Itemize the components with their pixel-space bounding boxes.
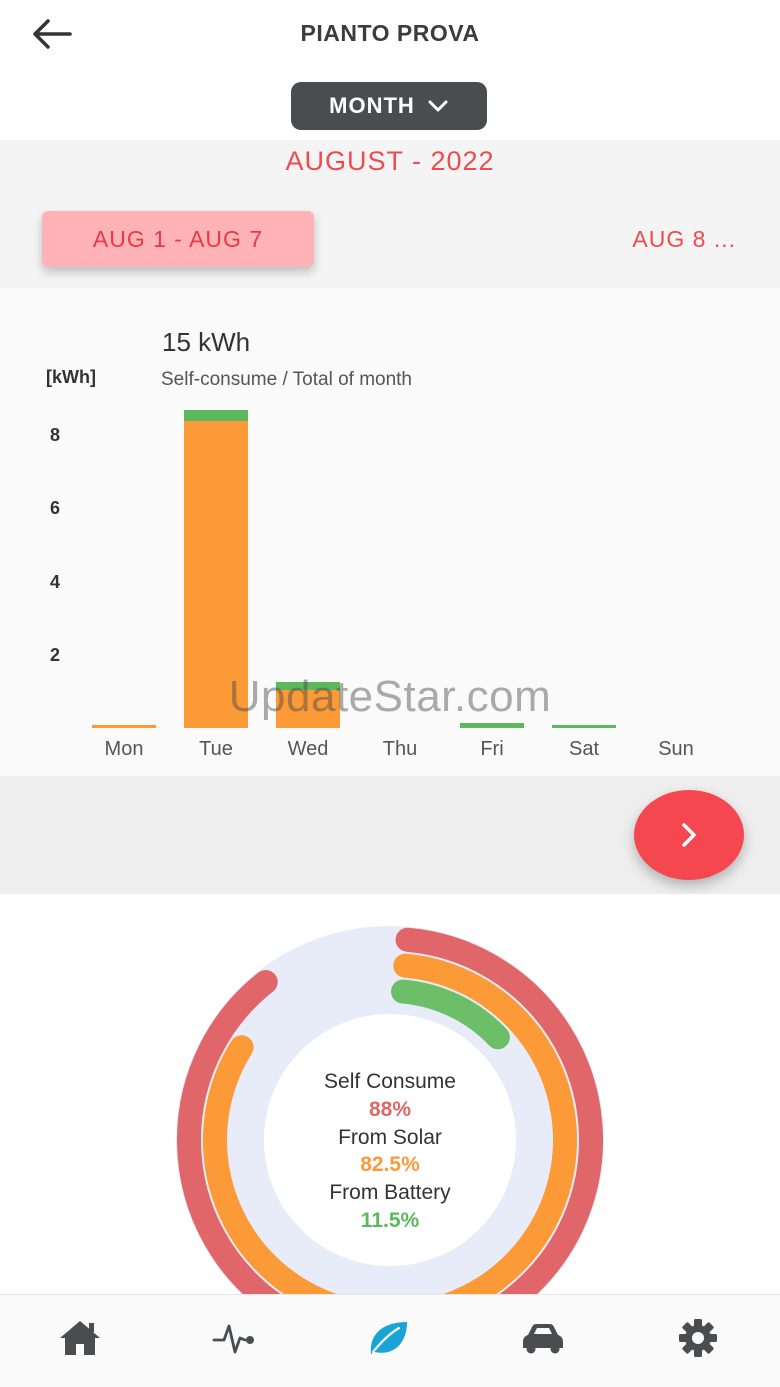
month-title: AUGUST - 2022 xyxy=(285,146,495,176)
ring-self-consume xyxy=(177,927,603,1294)
bar-battery[interactable] xyxy=(552,725,616,728)
bottom-nav xyxy=(0,1294,780,1387)
ring-from-solar xyxy=(203,953,577,1294)
period-select[interactable]: MONTH xyxy=(291,82,487,130)
bar-battery[interactable] xyxy=(460,722,524,728)
x-tick-label: Sun xyxy=(658,738,694,760)
chart-area xyxy=(0,288,780,776)
bar-solar[interactable] xyxy=(92,725,156,728)
y-tick-label: 2 xyxy=(50,644,61,665)
activity-icon xyxy=(212,1324,254,1354)
page-title: PIANTO PROVA xyxy=(300,20,480,46)
y-tick-label: 8 xyxy=(50,425,61,446)
self-consume-label: Self Consume xyxy=(324,1070,456,1093)
donut-center xyxy=(264,1014,516,1266)
bar-solar[interactable] xyxy=(276,689,340,728)
bar-battery[interactable] xyxy=(184,409,248,421)
nav-activity[interactable] xyxy=(205,1313,265,1363)
y-tick-label: 6 xyxy=(50,498,61,519)
x-tick-label: Sat xyxy=(568,738,600,760)
week-current-tab[interactable]: AUG 1 - AUG 7 xyxy=(42,211,314,267)
nav-vehicle[interactable] xyxy=(513,1313,573,1363)
x-tick-label: Tue xyxy=(199,738,233,760)
home-icon xyxy=(60,1321,100,1355)
chevron-right-icon xyxy=(682,823,696,847)
from-solar-value: 82.5% xyxy=(360,1153,420,1176)
self-consume-value: 88% xyxy=(368,1098,412,1121)
consumption-summary: Self Consume 88% From Solar 82.5% From B… xyxy=(0,894,780,1294)
ring-from-battery xyxy=(390,979,510,1050)
leaf-icon xyxy=(370,1322,407,1354)
y-tick-label: 4 xyxy=(50,571,61,592)
back-button[interactable] xyxy=(28,12,76,56)
car-icon xyxy=(523,1324,563,1354)
app-header: PIANTO PROVA xyxy=(0,0,780,70)
nav-home[interactable] xyxy=(50,1313,110,1363)
x-tick-label: Thu xyxy=(382,738,418,760)
x-tick-label: Fri xyxy=(480,738,504,760)
nav-settings[interactable] xyxy=(668,1313,728,1363)
x-tick-label: Wed xyxy=(287,738,329,760)
week-next-tab[interactable]: AUG 8 ... xyxy=(632,226,736,252)
from-solar-label: From Solar xyxy=(338,1126,442,1149)
next-button[interactable] xyxy=(634,790,744,880)
chart-total: 15 kWh xyxy=(162,327,251,357)
chevron-down-icon xyxy=(428,100,448,112)
arrow-left-icon xyxy=(33,19,72,49)
consumption-donut xyxy=(176,926,604,1294)
x-tick-label: Mon xyxy=(104,738,144,760)
from-battery-value: 11.5% xyxy=(360,1209,420,1232)
chart-subtitle: Self-consume / Total of month xyxy=(161,369,412,390)
bar-battery[interactable] xyxy=(276,682,340,690)
period-select-value: MONTH xyxy=(329,93,415,118)
from-battery-label: From Battery xyxy=(329,1181,451,1204)
gear-icon xyxy=(679,1319,717,1357)
nav-energy[interactable] xyxy=(358,1313,418,1363)
bar-solar[interactable] xyxy=(184,420,248,728)
y-axis-unit: [kWh] xyxy=(46,367,96,387)
